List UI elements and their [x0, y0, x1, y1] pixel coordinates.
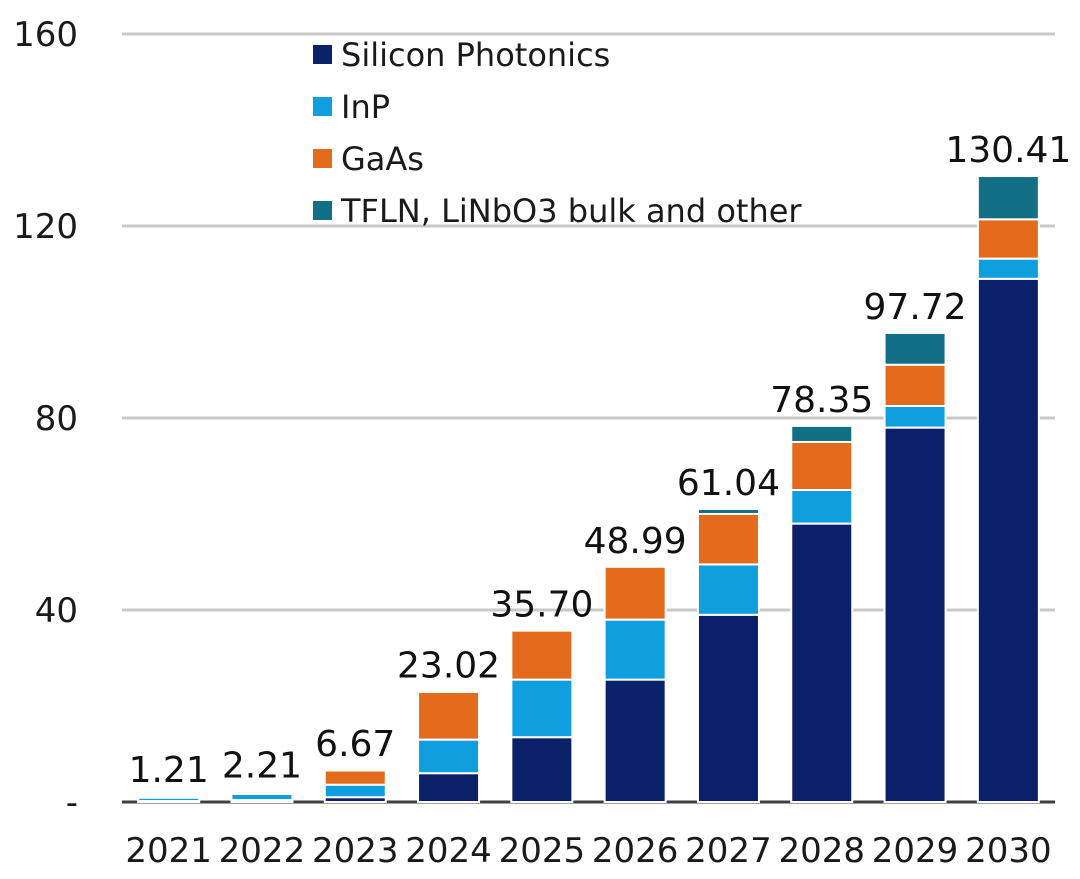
y-tick-label: - [66, 783, 78, 823]
bar-segment-inp [603, 618, 667, 681]
bar-total-label: 2.21 [222, 745, 302, 786]
bar-segment-silicon-photonics [883, 426, 947, 803]
bar-segment-tfln-linbo3-bulk-and-other [696, 508, 760, 515]
bar-segment-silicon-photonics [603, 678, 667, 803]
bar-segment-silicon-photonics [696, 613, 760, 803]
bars [137, 175, 1040, 804]
legend-label: InP [341, 88, 390, 126]
bar-total-label: 130.41 [945, 130, 1071, 171]
bar-total-label: 48.99 [584, 521, 687, 562]
x-tick-label: 2021 [125, 831, 212, 871]
y-tick-label: 80 [35, 399, 78, 439]
bar-total-label: 1.21 [129, 750, 209, 791]
bar-segment-silicon-photonics [976, 277, 1040, 803]
bar-total-label: 23.02 [397, 646, 500, 687]
bar-segment-gaas [790, 441, 854, 491]
x-tick-label: 2025 [499, 831, 586, 871]
bar-segment-tfln-linbo3-bulk-and-other [976, 175, 1040, 221]
bar-segment-inp [976, 257, 1040, 280]
legend: Silicon Photonics InP GaAs TFLN, LiNbO3 bul… [313, 36, 802, 230]
legend-label: Silicon Photonics [341, 36, 610, 74]
bar-total-label: 35.70 [490, 585, 593, 626]
bar-segment-inp [510, 678, 574, 739]
y-tick-label: 40 [35, 591, 78, 631]
bar-segment-inp [417, 738, 481, 775]
bar-segment-tfln-linbo3-bulk-and-other [137, 795, 201, 798]
legend-label: GaAs [341, 140, 424, 178]
x-axis-tick-labels: 2021 2022 2023 2024 2025 2026 2027 2028 2029 2030 [125, 831, 1051, 871]
bar-total-label: 61.04 [677, 463, 780, 504]
y-axis-tick-labels: - 40 80 120 160 [13, 15, 78, 823]
bar-segment-gaas [510, 629, 574, 681]
bar-segment-gaas [323, 769, 387, 786]
x-tick-label: 2023 [312, 831, 399, 871]
bar-segment-inp [323, 783, 387, 799]
bar-segment-inp [883, 405, 947, 429]
x-tick-label: 2029 [872, 831, 959, 871]
legend-swatch [313, 201, 332, 220]
x-tick-label: 2027 [685, 831, 772, 871]
bar-segment-inp [790, 489, 854, 525]
legend-swatch [313, 45, 332, 64]
legend-label: TFLN, LiNbO3 bulk and other [340, 192, 802, 230]
bar-segment-tfln-linbo3-bulk-and-other [790, 424, 854, 444]
legend-swatch [313, 149, 332, 168]
x-tick-label: 2024 [405, 831, 492, 871]
x-tick-label: 2026 [592, 831, 679, 871]
bar-segment-tfln-linbo3-bulk-and-other [883, 331, 947, 366]
legend-swatch [313, 97, 332, 116]
bar-segment-gaas [696, 513, 760, 566]
bar-total-label: 78.35 [770, 380, 873, 421]
bar-segment-gaas [883, 363, 947, 407]
bar-total-label: 6.67 [315, 724, 395, 765]
x-tick-label: 2028 [778, 831, 865, 871]
y-tick-label: 160 [13, 15, 78, 55]
bar-segment-tfln-linbo3-bulk-and-other [323, 768, 387, 772]
bar-segment-gaas [603, 565, 667, 621]
bar-segment-tfln-linbo3-bulk-and-other [230, 790, 294, 793]
bar-segment-silicon-photonics [510, 736, 574, 804]
y-tick-label: 120 [13, 207, 78, 247]
bar-total-label: 97.72 [864, 287, 967, 328]
bar-segment-inp [696, 563, 760, 616]
bar-segment-tfln-linbo3-bulk-and-other [417, 690, 481, 694]
x-tick-label: 2030 [965, 831, 1052, 871]
bar-segment-gaas [417, 690, 481, 741]
x-tick-label: 2022 [219, 831, 306, 871]
bar-segment-gaas [976, 218, 1040, 260]
bar-segment-silicon-photonics [790, 522, 854, 803]
bar-segment-silicon-photonics [417, 772, 481, 804]
